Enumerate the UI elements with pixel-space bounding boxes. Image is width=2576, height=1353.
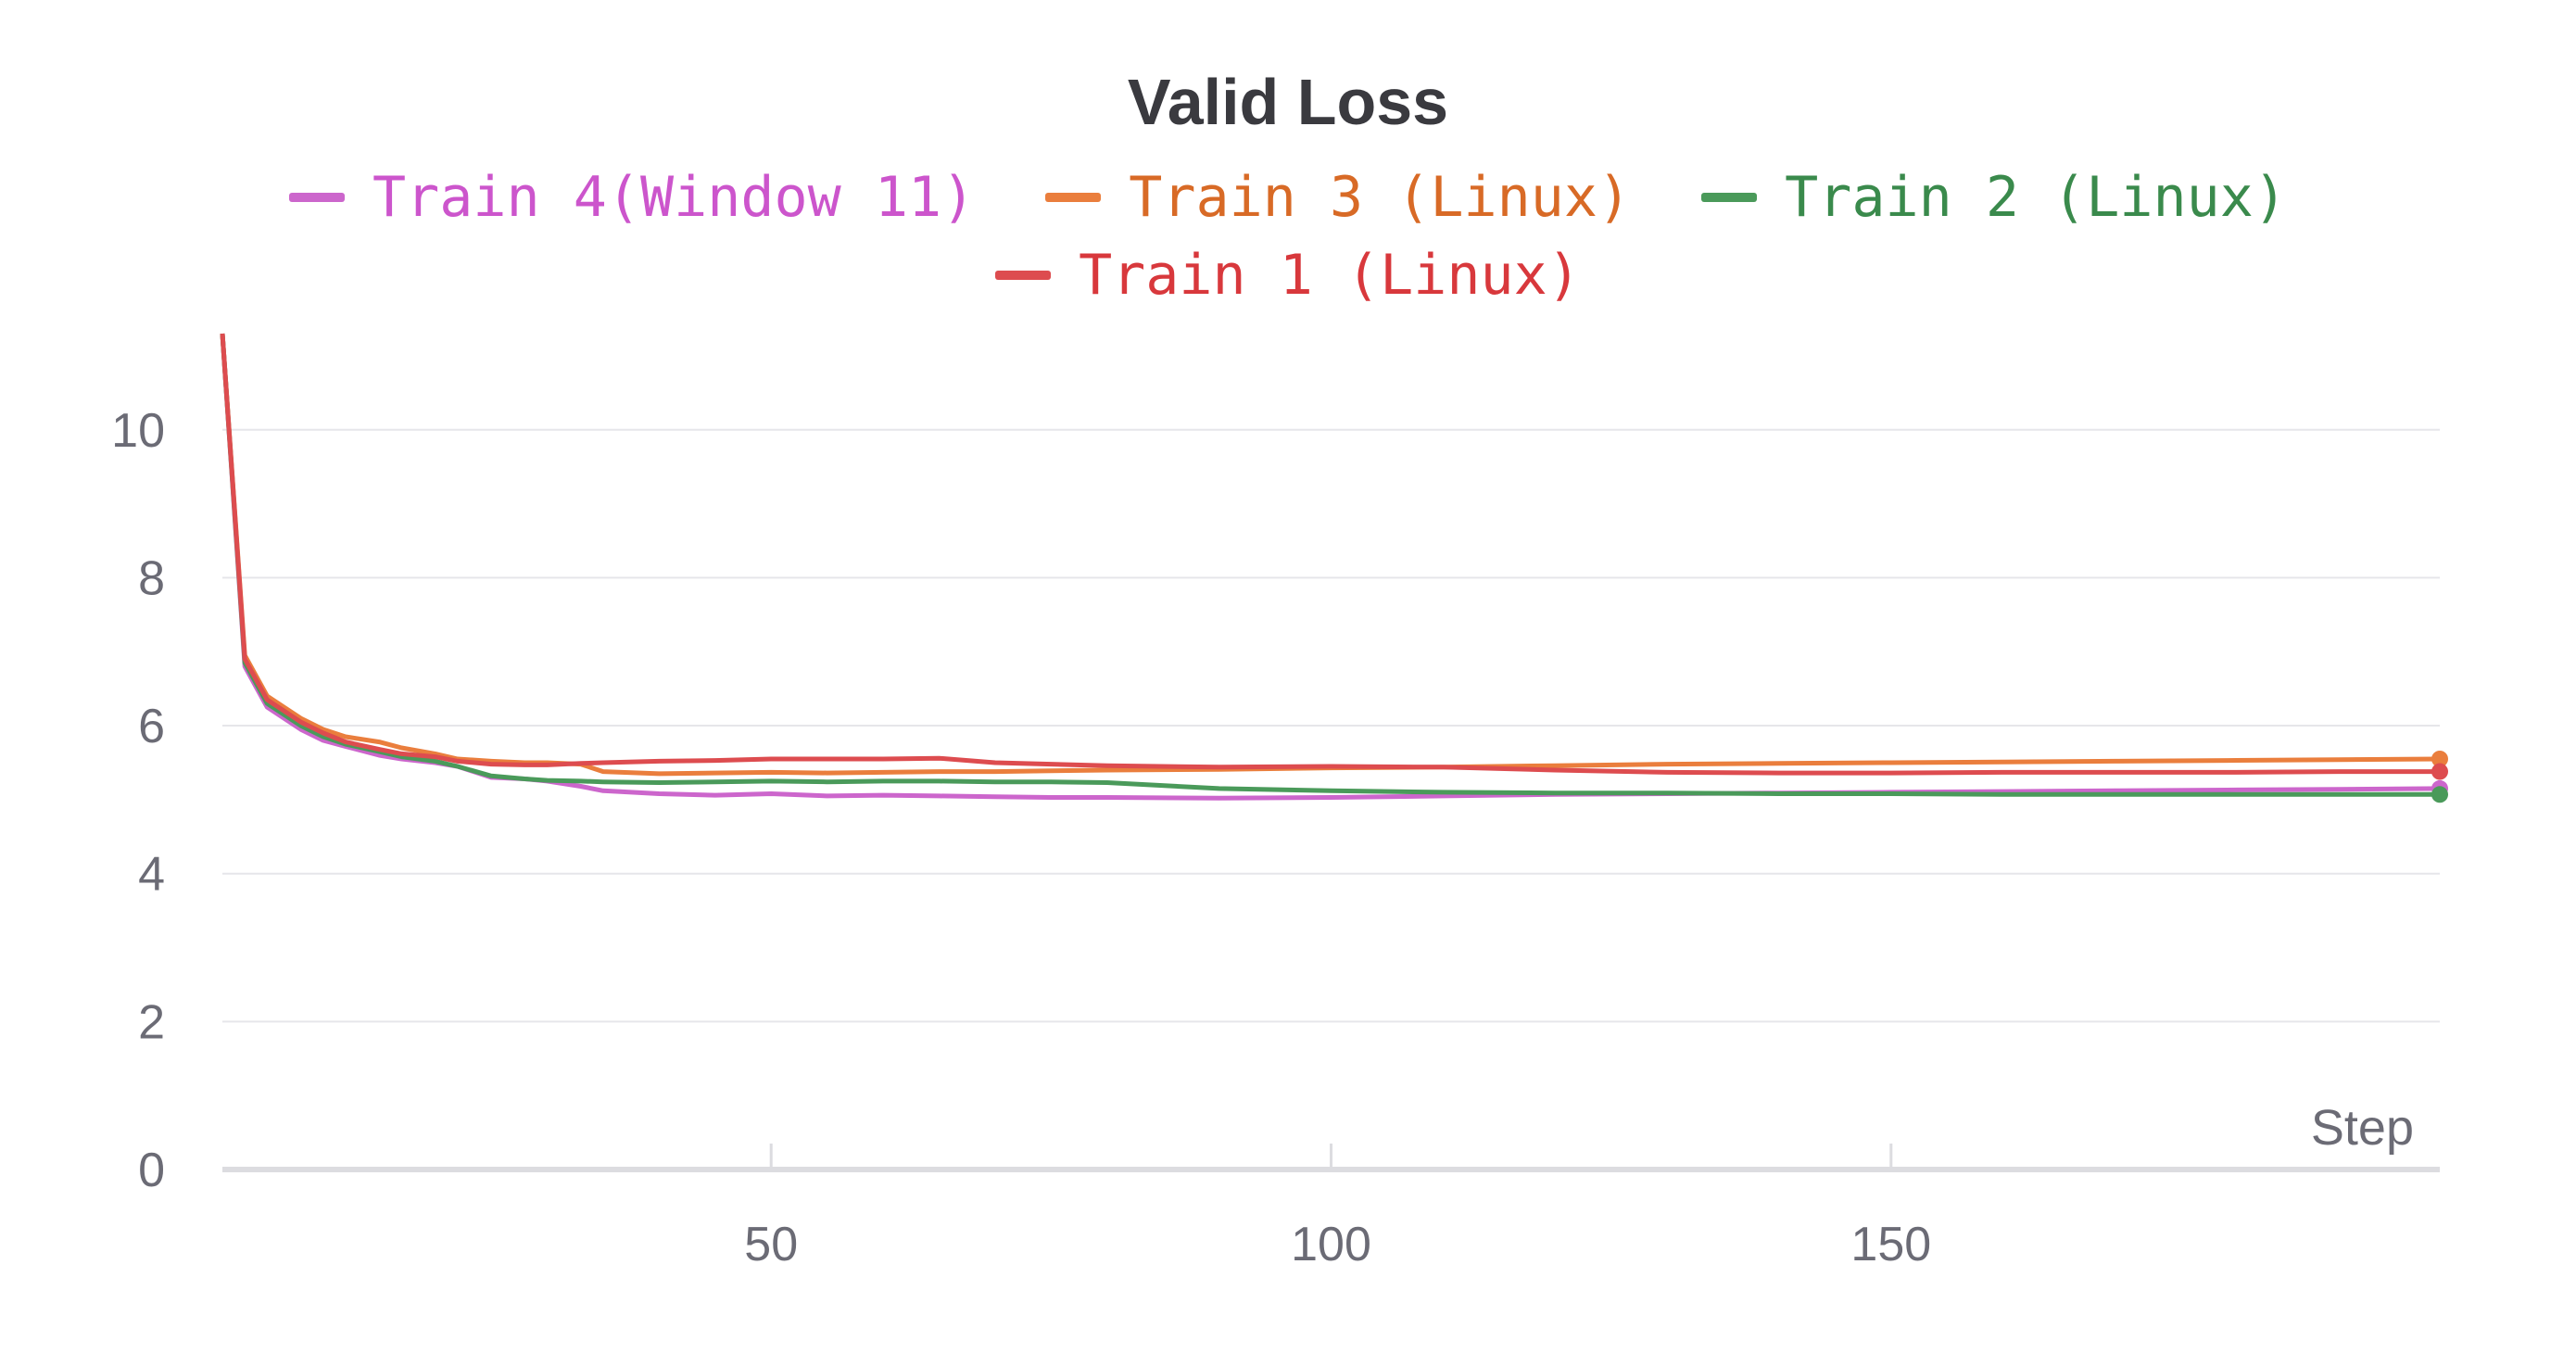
x-axis-label: Step	[2311, 1100, 2414, 1156]
legend-label-train-4: Train 4(Window 11)	[373, 165, 976, 230]
y-tick-label-2: 2	[138, 995, 165, 1049]
y-tick-label-8: 8	[138, 551, 165, 605]
series-endpoint-train-1-linux	[2431, 763, 2448, 780]
series-endpoint-train-2-linux	[2431, 786, 2448, 803]
legend-item-train-2[interactable]: Train 2 (Linux)	[1701, 165, 2287, 230]
x-tick-label-50: 50	[744, 1218, 798, 1271]
legend-item-train-3[interactable]: Train 3 (Linux)	[1045, 165, 1631, 230]
grid-layer	[222, 428, 2440, 1023]
series-line-train-4-window-11	[220, 333, 2441, 801]
series-line-train-1-linux	[220, 333, 2440, 776]
series-line-train-3-linux	[220, 333, 2441, 777]
legend-label-train-2: Train 2 (Linux)	[1785, 165, 2287, 230]
legend-row-2: Train 1 (Linux)	[0, 243, 2576, 308]
axis-layer: 0 2 4 6 8 10 50 100 150	[111, 404, 2440, 1271]
series-endpoint-train-3-linux	[2431, 750, 2448, 767]
x-tick-label-150: 150	[1850, 1218, 1931, 1271]
y-tick-label-6: 6	[138, 700, 165, 753]
chart-title: Valid Loss	[1127, 66, 1449, 138]
legend-label-train-3: Train 3 (Linux)	[1129, 165, 1632, 230]
legend-swatch-train-1	[995, 271, 1052, 280]
series-layer	[220, 333, 2448, 803]
legend-item-train-4[interactable]: Train 4(Window 11)	[289, 165, 975, 230]
y-tick-label-4: 4	[138, 848, 165, 902]
x-tick-label-100: 100	[1291, 1218, 1371, 1271]
legend-swatch-train-4	[289, 193, 346, 202]
legend-row-1: Train 4(Window 11) Train 3 (Linux) Train…	[0, 165, 2576, 230]
legend-swatch-train-2	[1701, 193, 1758, 202]
legend-label-train-1: Train 1 (Linux)	[1079, 243, 1581, 308]
y-tick-label-10: 10	[111, 404, 165, 458]
legend-swatch-train-3	[1045, 193, 1102, 202]
y-tick-label-0: 0	[138, 1144, 165, 1197]
legend-item-train-1[interactable]: Train 1 (Linux)	[995, 243, 1581, 308]
